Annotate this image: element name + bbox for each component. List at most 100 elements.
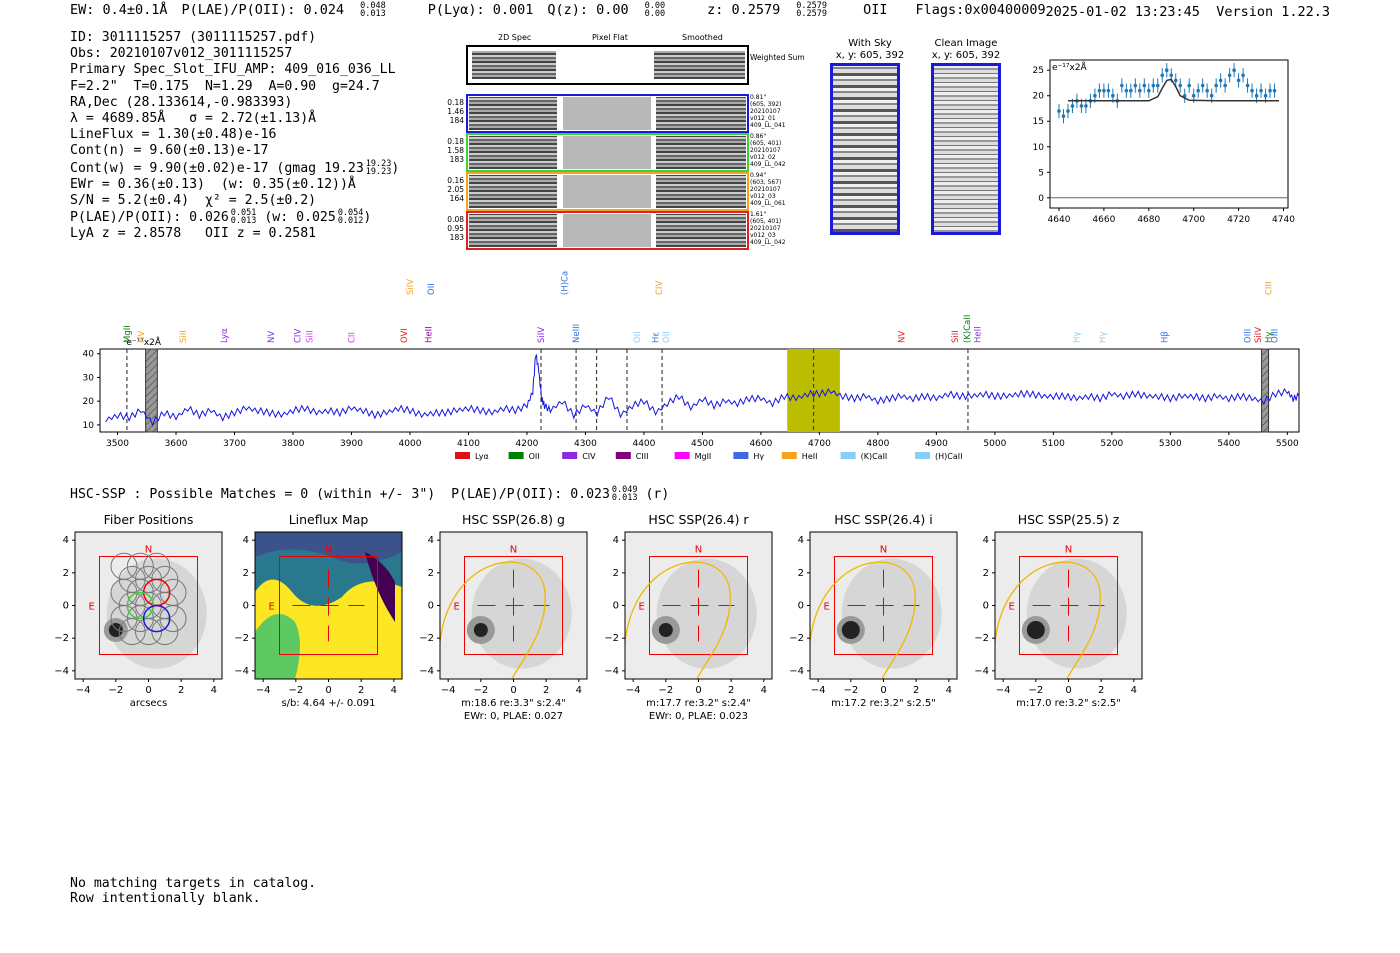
fit-xtick-label: 4640 — [1048, 215, 1071, 225]
plae-w-range: 0.054 0.012 — [338, 209, 364, 226]
clean-image-header: Clean Image x, y: 605, 392 — [916, 38, 1016, 62]
emission-window — [787, 349, 840, 432]
fit-datapoint — [1093, 93, 1097, 98]
plae-header-value: P(LAE)/P(OII): 0.024 — [181, 2, 345, 18]
qz-value: Q(z): 0.00 — [547, 2, 629, 18]
spectrum-ylabel: e⁻¹⁷x2Å — [126, 336, 162, 348]
contw-lo: 19.23 — [365, 166, 392, 177]
galaxy-ellipse — [994, 561, 1101, 680]
panel-xtick-label: 0 — [1065, 685, 1071, 696]
fiber-row-value: 0.95 — [447, 224, 464, 233]
line-label: Hγ — [1265, 332, 1275, 343]
fiber-row-info-line: 409_LL_042 — [750, 161, 786, 168]
panel-xtick-label: 4 — [946, 685, 952, 696]
summary-line: F=2.2" T=0.175 N=1.29 A=0.90 g=24.7 — [70, 78, 380, 94]
fit-ytick-label: 20 — [1033, 92, 1045, 102]
line-label-upper: OII — [427, 283, 437, 295]
summary-line: ID: 3011115257 (3011115257.pdf) — [70, 30, 317, 45]
fit-xtick-label: 4700 — [1182, 215, 1205, 225]
fiber-row-info: 0.86" (605, 401) 20210107 v012_02 409_LL_042 — [750, 133, 810, 168]
fiber-row-info-line: 409_LL_061 — [750, 200, 786, 207]
fit-datapoint — [1173, 78, 1178, 83]
galaxy-ellipse — [624, 561, 731, 680]
panel-xtick-label: 0 — [145, 685, 151, 696]
spec-xtick-label: 3600 — [165, 439, 188, 449]
svg-text:CIV: CIV — [294, 329, 304, 343]
fiber-row-info-line: 20210107 — [750, 225, 781, 232]
fiber-row-value: 0.18 — [447, 137, 464, 146]
fit-datapoint — [1155, 83, 1160, 88]
z-value: z: 0.2579 — [707, 2, 781, 18]
panel-ytick-label: −2 — [419, 633, 434, 644]
imaging-panel: HSC SSP(26.4) i N E 4 2 0 −2 −4 −4 −2 0 2 4 m:17.2 re… — [789, 512, 958, 709]
fit-datapoint — [1124, 88, 1129, 93]
svg-text:OIII: OIII — [1270, 329, 1280, 343]
plae-w-value: (w: 0.025 — [264, 210, 336, 226]
z-line-name: OII — [863, 2, 888, 18]
svg-text:NV: NV — [267, 331, 277, 343]
legend-entry: OII — [508, 452, 540, 461]
svg-text:SiIV: SiIV — [1254, 327, 1264, 343]
panel-title: HSC SSP(25.5) z — [1018, 512, 1120, 527]
panel-xtick-label: −4 — [811, 685, 826, 696]
summary-line: Primary Spec_Slot_IFU_AMP: 409_016_036_L… — [70, 62, 396, 78]
svg-text:Hγ: Hγ — [753, 452, 764, 461]
svg-text:Hγ: Hγ — [1098, 332, 1108, 343]
fiber-row-value: 183 — [449, 155, 464, 164]
line-label: OII — [662, 331, 672, 343]
fiber-row-values: 0.18 1.58 183 — [440, 137, 464, 164]
svg-text:OII: OII — [633, 331, 643, 343]
spec-xtick-label: 3500 — [106, 439, 129, 449]
line-label: SiII — [305, 330, 315, 343]
fit-datapoint — [1214, 83, 1218, 88]
aperture-box — [834, 556, 933, 655]
galaxy-ellipse — [809, 561, 916, 680]
fit-ytick-label: 10 — [1033, 143, 1045, 153]
fit-datapoint — [1129, 88, 1133, 93]
z-hi: 0.2579 — [796, 1, 828, 11]
svg-text:Hγ: Hγ — [1073, 332, 1083, 343]
legend-entry: Hγ — [733, 452, 764, 461]
spec-xtick-label: 5400 — [1217, 439, 1240, 449]
svg-text:NV: NV — [137, 331, 147, 343]
plae-header-range: 0.048 0.013 — [360, 2, 400, 19]
panel-xtick-label: 2 — [1098, 685, 1104, 696]
panel-caption: s/b: 4.64 +/- 0.091 — [281, 698, 375, 709]
east-label: E — [1009, 602, 1015, 613]
fit-datapoint — [1133, 83, 1138, 88]
panel-ytick-label: 0 — [428, 601, 434, 612]
line-label: OVI — [400, 328, 410, 343]
svg-text:OII: OII — [427, 283, 437, 295]
lya-line: LyA z = 2.8578 OII z = 0.2581 — [70, 226, 317, 242]
fiber-circle — [159, 578, 187, 606]
north-label: N — [145, 545, 152, 556]
spec-xtick-label: 5500 — [1276, 439, 1299, 449]
aperture-box — [279, 556, 378, 655]
svg-text:SiII: SiII — [179, 330, 189, 343]
spec-xtick-label: 4400 — [632, 439, 655, 449]
svg-text:Lyα: Lyα — [220, 328, 230, 343]
panel-xtick-label: 4 — [211, 685, 217, 696]
svg-text:Hβ: Hβ — [1160, 331, 1170, 343]
header-bar: EW: 0.4±0.1Å P(LAE)/P(OII): 0.024 0.048 0.0… — [70, 1, 1060, 19]
fiber-row-info-line: (605, 392) — [750, 101, 782, 108]
svg-text:(K)CaII: (K)CaII — [861, 452, 888, 461]
panel-xtick-label: 2 — [913, 685, 919, 696]
line-label: SiII — [179, 330, 189, 343]
hsc-title-suffix: (r) — [645, 487, 670, 502]
panel-ytick-label: 2 — [63, 568, 69, 579]
fiber-row-info-line: 0.86" — [750, 133, 767, 140]
clean-image — [931, 63, 1001, 235]
spec-xtick-label: 5200 — [1100, 439, 1123, 449]
east-label: E — [454, 602, 460, 613]
detection-summary: ID: 3011115257 (3011115257.pdf) Obs: 202… — [70, 30, 399, 243]
panel-xtick-label: 2 — [728, 685, 734, 696]
fiber-row-info-line: 20210107 — [750, 186, 781, 193]
panel-xtick-label: −4 — [996, 685, 1011, 696]
panel-xtick-label: −4 — [441, 685, 456, 696]
north-label: N — [880, 545, 887, 556]
panel-ytick-label: −2 — [604, 633, 619, 644]
spec-ytick-label: 10 — [83, 421, 95, 431]
fit-datapoint — [1178, 83, 1183, 88]
spec-xtick-label: 5100 — [1042, 439, 1065, 449]
